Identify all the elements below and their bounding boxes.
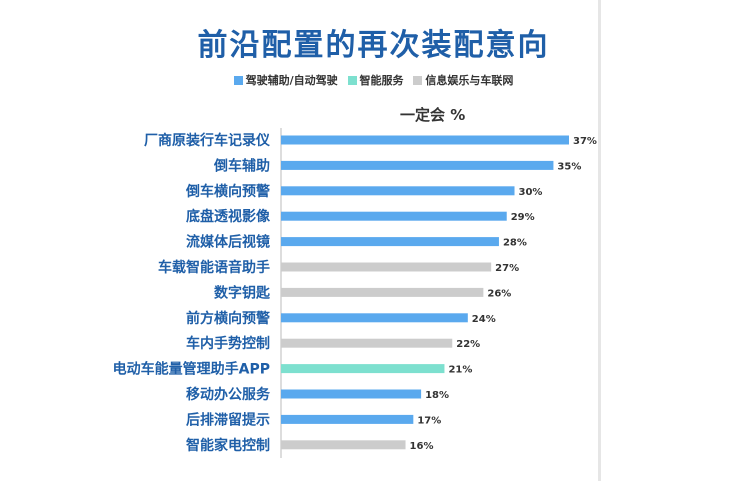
value-label: 16% xyxy=(410,441,434,452)
bar xyxy=(281,135,569,145)
bar xyxy=(281,364,445,374)
value-label: 35% xyxy=(557,161,581,172)
category-label: 后排滞留提示 xyxy=(186,411,270,428)
category-label: 车内手势控制 xyxy=(186,335,270,352)
category-label: 倒车横向预警 xyxy=(185,183,270,200)
category-label: 流媒体后视镜 xyxy=(186,234,270,251)
page-edge-divider xyxy=(598,0,601,481)
category-label: 厂商原装行车记录仪 xyxy=(144,132,271,149)
bar xyxy=(281,237,499,247)
value-label: 29% xyxy=(511,212,535,223)
chart-subtitle: 一定会 % xyxy=(400,106,466,124)
category-label: 数字钥匙 xyxy=(214,284,271,301)
value-label: 17% xyxy=(417,415,441,426)
legend-swatch-smart-service xyxy=(347,75,357,85)
category-label: 移动办公服务 xyxy=(186,386,271,403)
legend-swatch-infotainment xyxy=(413,75,423,85)
category-label: 倒车辅助 xyxy=(213,157,270,174)
value-label: 37% xyxy=(573,136,597,147)
category-label: 前方横向预警 xyxy=(186,310,270,327)
value-label: 18% xyxy=(425,390,449,401)
value-label: 24% xyxy=(472,314,496,325)
legend-item-smart-service: 智能服务 xyxy=(347,72,404,88)
bar xyxy=(281,389,422,399)
legend-swatch-adas xyxy=(233,75,243,85)
value-label: 26% xyxy=(487,288,511,299)
bar xyxy=(281,440,406,450)
legend-label-infotainment: 信息娱乐与车联网 xyxy=(425,74,514,87)
value-label: 22% xyxy=(456,339,480,350)
legend-label-smart-service: 智能服务 xyxy=(359,74,404,87)
value-label: 27% xyxy=(495,263,519,274)
chart-title: 前沿配置的再次装配意向 xyxy=(197,28,550,63)
category-label: 电动车能量管理助手APP xyxy=(113,361,270,378)
bar xyxy=(281,287,484,297)
bar xyxy=(281,160,554,170)
category-label: 车载智能语音助手 xyxy=(158,259,270,276)
value-label: 30% xyxy=(519,187,543,198)
bar xyxy=(281,211,507,221)
category-label: 智能家电控制 xyxy=(185,437,270,454)
bar xyxy=(281,262,492,272)
value-label: 28% xyxy=(503,238,527,249)
value-label: 21% xyxy=(448,365,472,376)
legend-item-adas: 驾驶辅助/自动驾驶 xyxy=(233,72,338,88)
legend: 驾驶辅助/自动驾驶 智能服务 信息娱乐与车联网 xyxy=(0,72,747,88)
bar xyxy=(281,186,515,196)
bar xyxy=(281,414,414,424)
legend-label-adas: 驾驶辅助/自动驾驶 xyxy=(245,74,338,87)
legend-item-infotainment: 信息娱乐与车联网 xyxy=(413,72,513,88)
category-label: 底盘透视影像 xyxy=(186,208,271,225)
bar xyxy=(281,313,468,323)
bar xyxy=(281,338,453,348)
